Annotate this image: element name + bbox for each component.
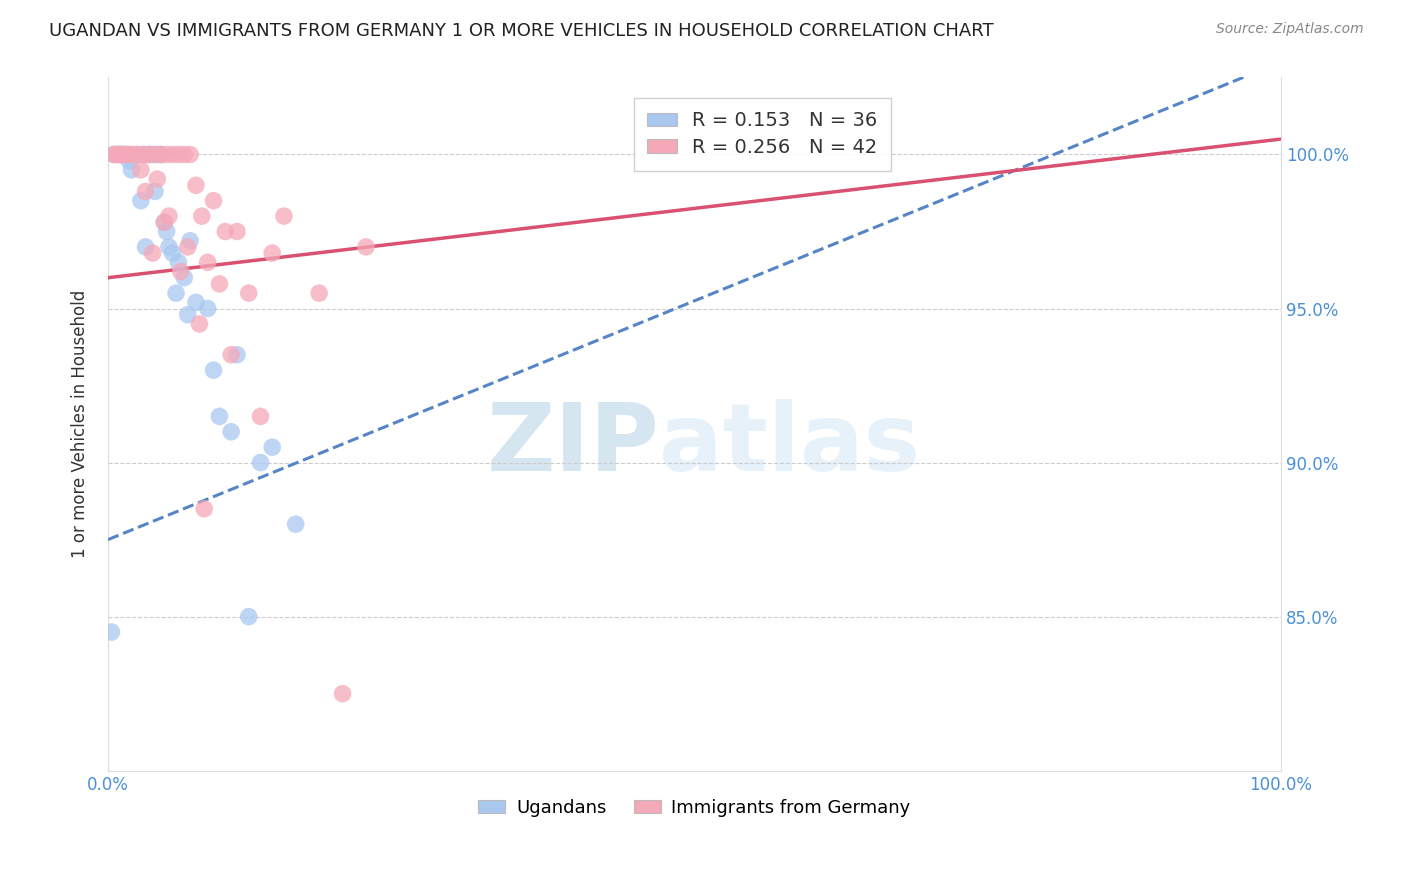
Point	[162, 246, 184, 260]
Point	[165, 286, 187, 301]
Point	[214, 225, 236, 239]
Point	[129, 162, 152, 177]
Point	[146, 172, 169, 186]
Point	[179, 147, 201, 161]
Point	[108, 147, 131, 161]
Point	[157, 209, 180, 223]
Point	[219, 425, 242, 439]
Point	[143, 185, 166, 199]
Point	[167, 147, 190, 161]
Point	[179, 234, 201, 248]
Point	[226, 348, 249, 362]
Point	[184, 178, 207, 193]
Point	[249, 409, 271, 424]
Point	[135, 240, 157, 254]
Point	[111, 147, 134, 161]
Point	[308, 286, 330, 301]
Point	[208, 277, 231, 291]
Point	[114, 147, 136, 161]
Point	[142, 147, 165, 161]
Text: Source: ZipAtlas.com: Source: ZipAtlas.com	[1216, 22, 1364, 37]
Point	[132, 147, 155, 161]
Point	[197, 301, 219, 316]
Point	[103, 147, 125, 161]
Point	[184, 295, 207, 310]
Point	[177, 308, 200, 322]
Point	[105, 147, 128, 161]
Point	[238, 286, 260, 301]
Point	[149, 147, 172, 161]
Point	[157, 240, 180, 254]
Point	[284, 517, 307, 532]
Legend: Ugandans, Immigrants from Germany: Ugandans, Immigrants from Germany	[471, 791, 918, 824]
Point	[177, 240, 200, 254]
Point	[143, 147, 166, 161]
Point	[103, 147, 125, 161]
Point	[162, 147, 184, 161]
Text: UGANDAN VS IMMIGRANTS FROM GERMANY 1 OR MORE VEHICLES IN HOUSEHOLD CORRELATION C: UGANDAN VS IMMIGRANTS FROM GERMANY 1 OR …	[49, 22, 994, 40]
Point	[193, 501, 215, 516]
Point	[170, 264, 193, 278]
Point	[135, 185, 157, 199]
Point	[120, 162, 142, 177]
Point	[138, 147, 160, 161]
Y-axis label: 1 or more Vehicles in Household: 1 or more Vehicles in Household	[72, 290, 89, 558]
Point	[146, 147, 169, 161]
Point	[149, 147, 172, 161]
Point	[191, 209, 214, 223]
Point	[167, 255, 190, 269]
Point	[127, 147, 149, 161]
Point	[127, 147, 149, 161]
Point	[188, 317, 211, 331]
Point	[202, 363, 225, 377]
Point	[118, 147, 141, 161]
Point	[129, 194, 152, 208]
Point	[105, 147, 128, 161]
Point	[208, 409, 231, 424]
Point	[100, 625, 122, 640]
Point	[108, 147, 131, 161]
Point	[238, 609, 260, 624]
Point	[262, 246, 284, 260]
Point	[173, 270, 195, 285]
Point	[332, 687, 354, 701]
Point	[153, 215, 176, 229]
Point	[273, 209, 295, 223]
Point	[202, 194, 225, 208]
Point	[120, 147, 142, 161]
Point	[173, 147, 195, 161]
Point	[249, 456, 271, 470]
Point	[132, 147, 155, 161]
Point	[226, 225, 249, 239]
Point	[156, 225, 179, 239]
Point	[118, 153, 141, 168]
Point	[197, 255, 219, 269]
Text: ZIP: ZIP	[486, 399, 659, 491]
Point	[219, 348, 242, 362]
Point	[138, 147, 160, 161]
Point	[153, 215, 176, 229]
Point	[114, 147, 136, 161]
Point	[156, 147, 179, 161]
Point	[354, 240, 377, 254]
Point	[142, 246, 165, 260]
Text: atlas: atlas	[659, 399, 921, 491]
Point	[111, 147, 134, 161]
Point	[262, 440, 284, 454]
